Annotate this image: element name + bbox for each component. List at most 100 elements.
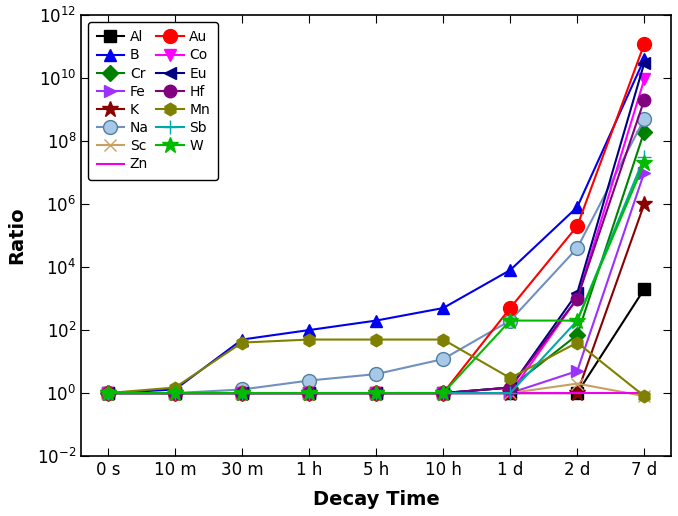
Al <box>104 390 112 396</box>
Y-axis label: Ratio: Ratio <box>7 207 26 264</box>
Mn <box>171 384 179 391</box>
Hf <box>506 384 515 391</box>
Fe <box>439 390 447 396</box>
Au <box>238 390 246 396</box>
K <box>439 390 447 396</box>
Mn <box>640 393 648 399</box>
Cr <box>439 390 447 396</box>
Co <box>238 390 246 396</box>
K <box>104 390 112 396</box>
Fe <box>238 390 246 396</box>
W <box>171 390 179 396</box>
Sc <box>238 390 246 396</box>
Eu <box>573 290 581 296</box>
K <box>238 390 246 396</box>
Eu <box>171 390 179 396</box>
Zn <box>104 390 112 396</box>
Sb <box>573 317 581 324</box>
Sb <box>171 390 179 396</box>
B <box>439 305 447 311</box>
Sc <box>573 380 581 386</box>
Eu <box>238 390 246 396</box>
K <box>640 201 648 207</box>
Eu <box>506 384 515 391</box>
Line: W: W <box>100 155 653 401</box>
Sb <box>104 390 112 396</box>
Line: Al: Al <box>102 283 650 399</box>
Hf <box>104 390 112 396</box>
Au <box>640 41 648 47</box>
K <box>372 390 380 396</box>
Co <box>439 390 447 396</box>
Au <box>439 390 447 396</box>
K <box>573 390 581 396</box>
Zn <box>171 390 179 396</box>
Co <box>372 390 380 396</box>
Na <box>573 245 581 251</box>
Cr <box>506 384 515 391</box>
Sc <box>640 393 648 399</box>
B <box>640 56 648 62</box>
Co <box>573 296 581 302</box>
Mn <box>439 336 447 343</box>
Cr <box>171 390 179 396</box>
Sb <box>506 390 515 396</box>
Na <box>372 371 380 377</box>
Zn <box>238 390 246 396</box>
Hf <box>372 390 380 396</box>
Co <box>171 390 179 396</box>
Line: Hf: Hf <box>102 94 650 399</box>
Au <box>171 390 179 396</box>
Cr <box>104 390 112 396</box>
Zn <box>305 390 313 396</box>
B <box>372 317 380 324</box>
Fe <box>171 390 179 396</box>
W <box>104 390 112 396</box>
Mn <box>573 340 581 346</box>
Al <box>238 390 246 396</box>
K <box>305 390 313 396</box>
Sc <box>305 390 313 396</box>
Fe <box>104 390 112 396</box>
Na <box>104 390 112 396</box>
Hf <box>640 97 648 103</box>
Zn <box>640 390 648 396</box>
Zn <box>573 390 581 396</box>
Eu <box>372 390 380 396</box>
Sc <box>104 390 112 396</box>
B <box>171 386 179 393</box>
W <box>506 317 515 324</box>
Hf <box>573 296 581 302</box>
B <box>573 204 581 210</box>
B <box>238 336 246 343</box>
Hf <box>238 390 246 396</box>
Al <box>171 390 179 396</box>
B <box>305 327 313 333</box>
Line: Sb: Sb <box>101 151 651 400</box>
B <box>506 267 515 273</box>
Line: Au: Au <box>101 37 651 400</box>
Line: Na: Na <box>101 112 651 400</box>
Au <box>372 390 380 396</box>
Fe <box>372 390 380 396</box>
Line: Eu: Eu <box>102 57 650 399</box>
Cr <box>305 390 313 396</box>
Line: Mn: Mn <box>102 333 650 402</box>
W <box>305 390 313 396</box>
Al <box>372 390 380 396</box>
Co <box>305 390 313 396</box>
Co <box>104 390 112 396</box>
Al <box>439 390 447 396</box>
W <box>439 390 447 396</box>
Line: Co: Co <box>102 73 650 399</box>
W <box>573 317 581 324</box>
Co <box>506 390 515 396</box>
Line: Cr: Cr <box>102 126 650 399</box>
Eu <box>439 390 447 396</box>
Eu <box>640 60 648 66</box>
Al <box>506 390 515 396</box>
X-axis label: Decay Time: Decay Time <box>313 490 439 509</box>
Sb <box>439 390 447 396</box>
Al <box>305 390 313 396</box>
Sc <box>506 390 515 396</box>
